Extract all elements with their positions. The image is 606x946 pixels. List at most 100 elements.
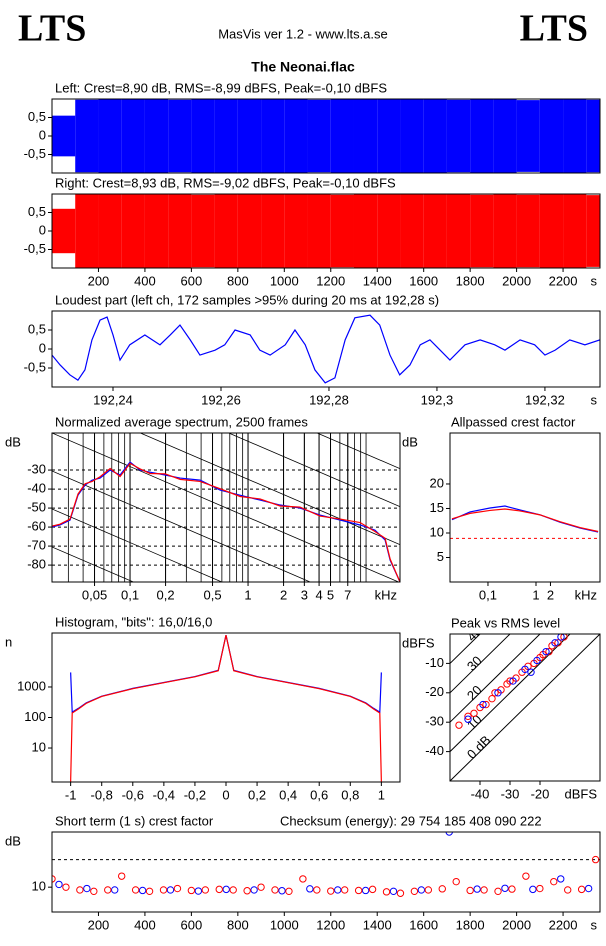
- x-tick-label: 400: [134, 917, 156, 932]
- data-point: [551, 639, 559, 647]
- data-point: [557, 634, 565, 641]
- y-tick-label: -40: [425, 743, 444, 758]
- data-point: [299, 875, 307, 883]
- y-tick-label: -0,5: [24, 359, 46, 374]
- data-point: [327, 887, 335, 895]
- crest-line-label: 30: [464, 653, 485, 674]
- x-tick-label: -40: [471, 786, 490, 801]
- waveform-envelope: [168, 194, 192, 268]
- waveform-envelope: [539, 194, 564, 268]
- data-point: [577, 885, 586, 894]
- waveform-envelope: [214, 99, 238, 173]
- data-point: [138, 886, 147, 895]
- data-point: [187, 886, 196, 895]
- y-axis-label: dB: [402, 434, 418, 449]
- waveform-envelope: [353, 194, 378, 268]
- data-point: [455, 721, 463, 729]
- x-tick-label: -0,4: [153, 787, 175, 802]
- data-point: [527, 668, 535, 676]
- y-tick-label: 0,5: [28, 321, 46, 336]
- data-point: [410, 887, 419, 896]
- plot-area: [52, 433, 400, 582]
- data-point: [508, 885, 516, 893]
- data-point: [473, 885, 481, 893]
- waveform-envelope: [470, 194, 494, 268]
- data-point: [222, 885, 230, 894]
- chart-panel: Right: Crest=8,93 dB, RMS=-9,02 dBFS, Pe…: [24, 175, 601, 288]
- waveform-envelope: [400, 99, 424, 173]
- waveform-envelope: [330, 99, 354, 173]
- data-point: [417, 886, 426, 894]
- data-point: [536, 884, 544, 893]
- x-tick-label: 2000: [502, 917, 531, 932]
- x-tick-label: 0,4: [279, 787, 297, 802]
- data-point: [83, 884, 91, 893]
- logo-right: LTS: [520, 8, 588, 50]
- data-line: [52, 314, 600, 384]
- plot-area: [52, 99, 600, 173]
- waveform-envelope: [168, 99, 192, 173]
- x-axis-label: kHz: [575, 587, 597, 602]
- y-tick-label: 5: [437, 549, 444, 564]
- waveform-envelope: [353, 99, 378, 173]
- data-point: [90, 887, 98, 896]
- plot-area: [52, 194, 600, 268]
- waveform-envelope: [377, 99, 401, 173]
- data-point: [521, 665, 529, 673]
- waveform-envelope: [75, 99, 99, 173]
- data-line: [451, 505, 599, 533]
- data-point: [76, 886, 84, 894]
- data-point: [506, 677, 514, 685]
- plot-frame: [449, 432, 601, 583]
- x-tick-label: 2200: [549, 273, 578, 288]
- data-point: [173, 884, 182, 893]
- data-point: [313, 886, 321, 894]
- data-point: [62, 883, 70, 891]
- x-tick-label: 200: [88, 917, 110, 932]
- data-point: [438, 885, 446, 893]
- x-tick-label: 0: [222, 787, 229, 802]
- waveform-envelope: [377, 194, 401, 268]
- crest-line: [450, 634, 511, 694]
- waveform-envelope: [237, 194, 262, 268]
- y-tick-label: 10: [32, 879, 46, 894]
- y-axis-label: dBFS: [402, 635, 435, 650]
- x-tick-label: 1000: [270, 917, 299, 932]
- x-axis-label: dBFS: [564, 786, 597, 801]
- x-tick-label: 1800: [456, 273, 485, 288]
- chart-panel: Left: Crest=8,90 dB, RMS=-8,99 dBFS, Pea…: [24, 80, 601, 174]
- x-tick-label: 1600: [409, 917, 438, 932]
- y-tick-label: 20: [430, 475, 444, 490]
- x-tick-label: 200: [88, 273, 110, 288]
- waveform-envelope: [98, 194, 122, 268]
- data-point: [361, 886, 370, 895]
- data-point: [533, 656, 541, 665]
- x-tick-label: 1200: [316, 917, 345, 932]
- y-tick-label: 0,5: [28, 204, 46, 219]
- x-axis-label: s: [591, 917, 598, 932]
- y-axis-label: dB: [5, 434, 21, 449]
- waveform-envelope: [563, 99, 587, 173]
- chart-title: Loudest part (left ch, 172 samples >95% …: [55, 292, 439, 307]
- x-tick-label: 3: [301, 587, 308, 602]
- x-tick-label: 0,5: [203, 587, 221, 602]
- waveform-envelope: [446, 194, 471, 268]
- chart-panel: Short term (1 s) crest factor Checksum (e…: [5, 813, 601, 932]
- data-point: [557, 875, 565, 883]
- y-tick-label: -40: [27, 481, 46, 496]
- x-tick-label: 4: [315, 587, 322, 602]
- data-line: [451, 508, 599, 533]
- plot-frame: [51, 432, 401, 583]
- y-tick-label: -20: [425, 684, 444, 699]
- plot-frame: [51, 831, 601, 913]
- waveform-envelope: [539, 99, 564, 173]
- x-tick-label: 192,26: [201, 392, 241, 407]
- x-tick-label: 0,05: [82, 587, 107, 602]
- file-name: The Neonai.flac: [251, 59, 355, 75]
- data-point: [306, 885, 314, 893]
- x-tick-label: 400: [134, 273, 156, 288]
- app-title: MasVis ver 1.2 - www.lts.a.se: [218, 26, 388, 41]
- slope-line: [52, 546, 135, 582]
